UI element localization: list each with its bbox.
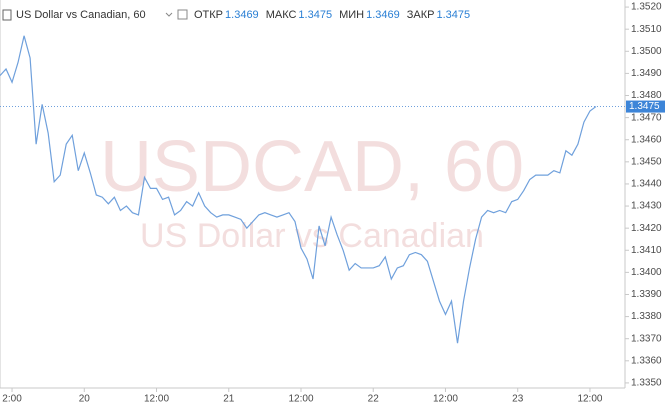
last-price-label: 1.3475 xyxy=(629,101,660,112)
ohlc-value: 1.3475 xyxy=(436,9,470,21)
y-tick-label: 1.3380 xyxy=(631,311,662,322)
ohlc-value: 1.3469 xyxy=(225,9,259,21)
y-tick-label: 1.3500 xyxy=(631,46,662,57)
ohlc-label: МАКС xyxy=(266,9,297,21)
y-tick-label: 1.3440 xyxy=(631,179,662,190)
x-tick-label: 12:00 xyxy=(577,394,602,405)
y-tick-label: 1.3430 xyxy=(631,201,662,212)
x-tick-label: 21 xyxy=(223,394,235,405)
y-tick-label: 1.3460 xyxy=(631,134,662,145)
ohlc-value: 1.3469 xyxy=(366,9,400,21)
last-price-box xyxy=(626,100,665,113)
header-icon xyxy=(2,9,12,21)
y-tick-label: 1.3450 xyxy=(631,156,662,167)
ohlc-value: 1.3475 xyxy=(298,9,332,21)
y-tick-label: 1.3410 xyxy=(631,245,662,256)
y-tick-label: 1.3360 xyxy=(631,355,662,366)
y-tick-label: 1.3390 xyxy=(631,289,662,300)
x-tick-label: 12:00 xyxy=(433,394,458,405)
dropdown-arrow xyxy=(165,12,173,17)
settings-icon xyxy=(177,9,188,20)
y-tick-label: 1.3480 xyxy=(631,90,662,101)
price-line xyxy=(0,35,597,344)
y-tick-label: 1.3350 xyxy=(631,378,662,389)
y-tick-label: 1.3400 xyxy=(631,267,662,278)
ohlc-label: ОТКР xyxy=(194,9,223,21)
x-tick-label: 12:00 xyxy=(144,394,169,405)
x-tick-label: 23 xyxy=(512,394,524,405)
y-tick-label: 1.3470 xyxy=(631,112,662,123)
y-tick-label: 1.3370 xyxy=(631,333,662,344)
y-tick-label: 1.3510 xyxy=(631,24,662,35)
x-tick-label: 22 xyxy=(368,394,380,405)
watermark-description: US Dollar vs Canadian xyxy=(140,217,484,255)
x-tick-label: 2:00 xyxy=(2,394,22,405)
watermark-symbol: USDCAD, 60 xyxy=(100,127,524,207)
x-tick-label: 12:00 xyxy=(288,394,313,405)
ohlc-label: ЗАКР xyxy=(407,9,435,21)
ohlc-label: МИН xyxy=(339,9,364,21)
y-tick-label: 1.3420 xyxy=(631,223,662,234)
x-tick-label: 20 xyxy=(79,394,91,405)
y-tick-label: 1.3520 xyxy=(631,2,662,13)
y-tick-label: 1.3490 xyxy=(631,68,662,79)
chart-title: US Dollar vs Canadian, 60 xyxy=(16,9,146,21)
